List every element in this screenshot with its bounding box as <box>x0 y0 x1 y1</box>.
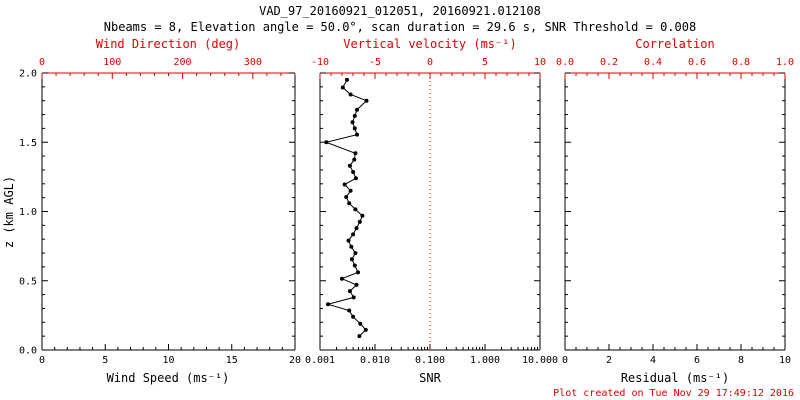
plot-subtitle: Nbeams = 8, Elevation angle = 50.0°, sca… <box>103 20 697 34</box>
y-tick-label: 0.0 <box>19 346 37 357</box>
x-tick-label: 10.000 <box>522 355 558 366</box>
vertical-velocity-axis-title: Vertical velocity (ms⁻¹) <box>343 37 516 51</box>
top-tick-label: -5 <box>369 57 381 68</box>
snr-profile-point <box>348 92 353 97</box>
x-tick-label: 2 <box>606 355 612 366</box>
snr-profile-point <box>354 282 359 287</box>
snr-profile-point <box>363 327 368 332</box>
snr-axis-title: SNR <box>419 371 441 385</box>
top-tick-label: -10 <box>311 57 329 68</box>
snr-profile-point <box>345 77 349 82</box>
x-tick-label: 0.100 <box>415 355 445 366</box>
snr-profile-point <box>352 113 357 118</box>
top-tick-label: 0.4 <box>644 57 662 68</box>
wind-speed-axis-title: Wind Speed (ms⁻¹) <box>107 371 230 385</box>
y-tick-label: 1.5 <box>19 138 37 149</box>
snr-profile-point <box>353 207 358 212</box>
snr-profile-point <box>326 302 330 307</box>
snr-profile-point <box>351 295 356 300</box>
snr-profile-point <box>358 321 363 326</box>
x-tick-label: 1.000 <box>470 355 500 366</box>
x-tick-label: 0.001 <box>305 355 335 366</box>
snr-profile-point <box>346 238 351 243</box>
top-tick-label: 0.6 <box>688 57 706 68</box>
panel-snr: 0.001 0.010 0.100 1.000 10.000 -10 -5 0 5 10 <box>305 57 558 366</box>
x-tick-label: 4 <box>650 355 656 366</box>
x-tick-label: 6 <box>694 355 700 366</box>
x-tick-label: 10 <box>779 355 791 366</box>
panel-residual: 0 2 4 6 8 10 0.0 0.2 0.4 0.6 0.8 1.0 <box>556 57 794 366</box>
snr-profile-point <box>364 98 369 103</box>
x-tick-label: 0 <box>562 355 568 366</box>
correlation-axis-title: Correlation <box>635 37 714 51</box>
plot-created-timestamp: Plot created on Tue Nov 29 17:49:12 2016 <box>553 388 794 399</box>
x-tick-label: 8 <box>738 355 744 366</box>
snr-profile-point <box>347 308 352 313</box>
snr-profile-point <box>352 157 357 162</box>
snr-profile-point <box>354 226 359 231</box>
snr-profile-point <box>355 107 359 112</box>
top-tick-label: 100 <box>103 57 121 68</box>
x-tick-label: 15 <box>226 355 238 366</box>
x-tick-label: 0 <box>39 355 45 366</box>
x-tick-label: 20 <box>289 355 301 366</box>
top-tick-label: 200 <box>174 57 192 68</box>
top-tick-label: 10 <box>534 57 546 68</box>
snr-profile-point <box>324 140 329 145</box>
snr-profile-point <box>353 176 358 181</box>
residual-axis-title: Residual (ms⁻¹) <box>621 371 729 385</box>
y-tick-label: 1.0 <box>19 207 37 218</box>
top-tick-label: 5 <box>482 57 488 68</box>
snr-profile-point <box>347 289 352 294</box>
top-tick-label: 0.2 <box>600 57 618 68</box>
top-tick-label: 0 <box>427 57 433 68</box>
snr-profile-point <box>352 126 357 131</box>
y-tick-label: 2.0 <box>19 69 37 80</box>
snr-profile-point <box>347 163 352 168</box>
x-tick-label: 0.010 <box>360 355 390 366</box>
snr-profile-point <box>353 151 358 156</box>
snr-profile-point <box>347 201 352 206</box>
snr-profile-point <box>349 244 354 249</box>
x-tick-label: 5 <box>102 355 108 366</box>
snr-profile-point <box>339 276 344 281</box>
snr-profile-point <box>340 85 345 90</box>
y-axis-title: z (km AGL) <box>2 176 16 248</box>
top-tick-label: 300 <box>244 57 262 68</box>
wind-direction-axis-title: Wind Direction (deg) <box>96 37 241 51</box>
snr-profile-point <box>351 170 356 174</box>
snr-profile-point <box>348 188 353 193</box>
snr-profile-point <box>344 195 349 199</box>
snr-profile-point <box>342 182 347 187</box>
snr-profile-point <box>353 251 358 256</box>
snr-profile-point <box>351 232 356 237</box>
snr-profile-point <box>357 334 362 339</box>
plot-title: VAD_97_20160921_012051, 20160921.012108 <box>259 4 541 18</box>
snr-profile-point <box>349 257 354 262</box>
y-tick-label: 0.5 <box>19 276 37 287</box>
panel-wind-speed: 0.00.51.01.52.00 5 10 15 200 100 200 300 <box>19 57 301 366</box>
top-tick-label: 1.0 <box>776 57 794 68</box>
snr-profile-point <box>355 132 359 137</box>
snr-profile-point <box>356 270 360 275</box>
x-tick-label: 10 <box>162 355 174 366</box>
snr-profile-point <box>357 219 362 224</box>
snr-profile-point <box>360 213 365 218</box>
top-tick-label: 0.0 <box>556 57 574 68</box>
snr-profile-point <box>352 263 357 268</box>
snr-profile-line <box>324 79 368 337</box>
snr-profile-point <box>351 314 356 319</box>
snr-profile-point <box>350 120 355 125</box>
top-tick-label: 0 <box>39 57 45 68</box>
top-tick-label: 0.8 <box>732 57 750 68</box>
